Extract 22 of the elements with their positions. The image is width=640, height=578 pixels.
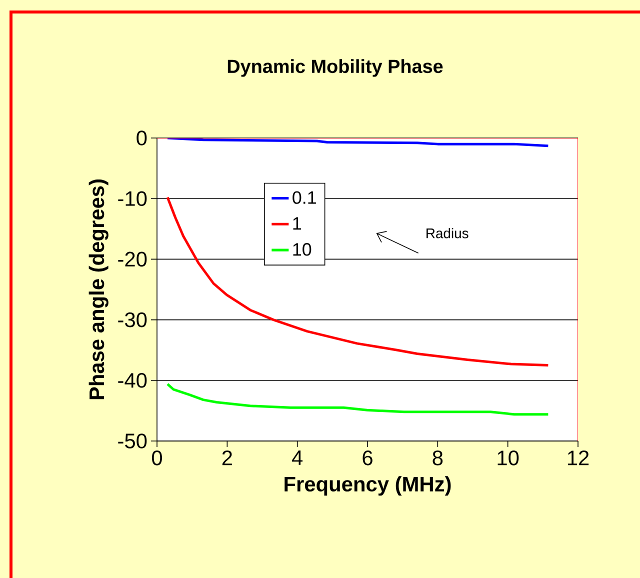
legend-label: 0.1: [292, 191, 316, 204]
y-tick-label: -20: [118, 252, 147, 267]
legend-label: 1: [293, 217, 301, 230]
x-tick-label: 12: [568, 450, 589, 466]
y-tick-label: -10: [118, 191, 147, 206]
y-tick-label: -50: [118, 434, 147, 448]
x-axis-title: Frequency (MHz): [284, 476, 451, 496]
chart-title: Dynamic Mobility Phase: [228, 59, 443, 77]
y-tick-label: -40: [118, 372, 147, 388]
line-series: [166, 382, 550, 416]
x-tick-label: 6: [362, 450, 372, 466]
x-tick-label: 2: [222, 450, 232, 466]
x-tick-label: 4: [292, 450, 303, 465]
line-series: [166, 138, 550, 148]
y-axis-title: Phase angle (degrees): [88, 180, 108, 400]
annotation: Radius: [426, 228, 468, 238]
y-tick-label: -30: [118, 312, 147, 328]
x-tick-label: 0: [152, 450, 162, 466]
y-tick-label: 0: [136, 130, 147, 146]
legend-label: 10: [293, 243, 312, 256]
x-tick-label: 8: [432, 450, 443, 466]
x-tick-label: 10: [498, 450, 519, 466]
